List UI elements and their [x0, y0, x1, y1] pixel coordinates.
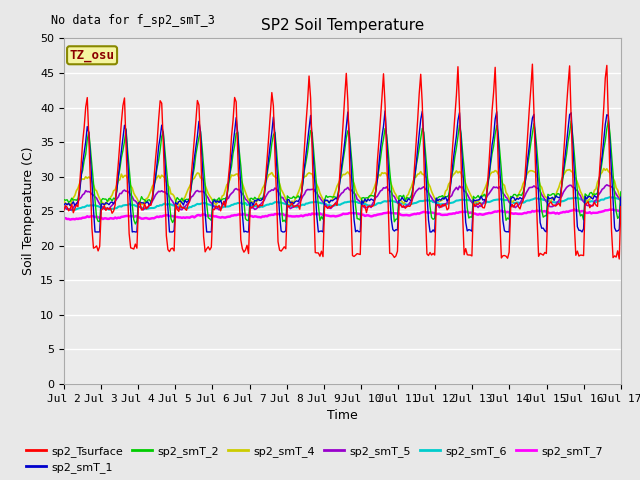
sp2_smT_4 — [60, 199, 68, 204]
sp2_smT_1 — [246, 201, 254, 206]
sp2_smT_6 — [68, 207, 76, 213]
sp2_smT_2 — [131, 221, 139, 227]
sp2_smT_6 — [255, 204, 263, 210]
sp2_smT_5 — [588, 203, 595, 209]
sp2_Tsurface — [244, 251, 252, 256]
sp2_smT_7 — [570, 206, 578, 212]
Line: sp2_smT_4: sp2_smT_4 — [64, 168, 621, 205]
sp2_smT_2 — [60, 197, 68, 203]
sp2_Tsurface — [529, 61, 536, 67]
sp2_smT_4 — [228, 172, 236, 178]
Text: No data for f_sp2_smT_3: No data for f_sp2_smT_3 — [51, 14, 215, 27]
sp2_Tsurface — [226, 159, 234, 165]
Title: SP2 Soil Temperature: SP2 Soil Temperature — [260, 18, 424, 33]
sp2_smT_1 — [381, 108, 389, 114]
sp2_smT_7 — [67, 217, 74, 223]
sp2_smT_4 — [305, 170, 313, 176]
sp2_smT_5 — [228, 191, 236, 196]
sp2_smT_1 — [589, 196, 596, 202]
sp2_smT_6 — [60, 205, 68, 211]
sp2_smT_7 — [617, 208, 625, 214]
sp2_smT_6 — [305, 200, 313, 206]
sp2_smT_1 — [91, 229, 99, 235]
sp2_smT_6 — [617, 196, 625, 202]
sp2_Tsurface — [588, 203, 595, 208]
sp2_smT_7 — [228, 213, 236, 218]
sp2_Tsurface — [60, 207, 68, 213]
sp2_smT_1 — [305, 126, 313, 132]
sp2_smT_5 — [617, 199, 625, 204]
sp2_smT_2 — [588, 190, 595, 195]
sp2_Tsurface — [303, 100, 311, 106]
sp2_smT_6 — [588, 198, 595, 204]
X-axis label: Time: Time — [327, 409, 358, 422]
sp2_smT_2 — [129, 202, 136, 207]
sp2_smT_5 — [603, 182, 611, 188]
sp2_smT_5 — [246, 203, 254, 208]
sp2_smT_1 — [617, 194, 625, 200]
sp2_smT_6 — [246, 202, 254, 208]
sp2_smT_2 — [605, 118, 612, 123]
sp2_smT_7 — [60, 216, 68, 221]
sp2_smT_6 — [606, 194, 614, 200]
sp2_smT_5 — [60, 204, 68, 210]
sp2_smT_4 — [255, 192, 263, 198]
sp2_smT_4 — [130, 191, 138, 196]
Legend: sp2_Tsurface, sp2_smT_1, sp2_smT_2, sp2_smT_4, sp2_smT_5, sp2_smT_6, sp2_smT_7: sp2_Tsurface, sp2_smT_1, sp2_smT_2, sp2_… — [21, 442, 608, 478]
sp2_smT_2 — [246, 196, 254, 202]
sp2_smT_6 — [228, 202, 236, 208]
sp2_Tsurface — [129, 245, 136, 251]
sp2_smT_2 — [228, 164, 236, 169]
sp2_smT_1 — [255, 197, 263, 203]
sp2_smT_7 — [130, 214, 138, 220]
Line: sp2_smT_1: sp2_smT_1 — [64, 111, 621, 232]
Line: sp2_Tsurface: sp2_Tsurface — [64, 64, 621, 259]
Y-axis label: Soil Temperature (C): Soil Temperature (C) — [22, 147, 35, 276]
sp2_Tsurface — [254, 204, 262, 210]
sp2_smT_1 — [228, 154, 236, 160]
sp2_Tsurface — [617, 204, 625, 209]
sp2_Tsurface — [616, 256, 623, 262]
sp2_smT_7 — [255, 214, 263, 220]
Text: TZ_osu: TZ_osu — [70, 49, 115, 62]
sp2_smT_7 — [246, 213, 254, 219]
Line: sp2_smT_7: sp2_smT_7 — [64, 209, 621, 220]
sp2_smT_4 — [67, 203, 74, 208]
sp2_smT_2 — [305, 138, 313, 144]
Line: sp2_smT_6: sp2_smT_6 — [64, 197, 621, 210]
sp2_smT_4 — [600, 166, 607, 171]
sp2_smT_1 — [60, 202, 68, 208]
sp2_smT_4 — [246, 197, 254, 203]
sp2_smT_5 — [130, 197, 138, 203]
Line: sp2_smT_2: sp2_smT_2 — [64, 120, 621, 224]
sp2_smT_5 — [67, 207, 74, 213]
sp2_smT_5 — [255, 204, 263, 209]
sp2_smT_1 — [130, 228, 138, 234]
sp2_smT_7 — [305, 211, 313, 217]
sp2_smT_5 — [305, 187, 313, 192]
Line: sp2_smT_5: sp2_smT_5 — [64, 185, 621, 210]
sp2_smT_6 — [130, 202, 138, 208]
sp2_smT_4 — [617, 196, 625, 202]
sp2_smT_2 — [617, 189, 625, 195]
sp2_smT_4 — [588, 194, 595, 200]
sp2_smT_2 — [255, 196, 263, 202]
sp2_smT_7 — [589, 210, 596, 216]
